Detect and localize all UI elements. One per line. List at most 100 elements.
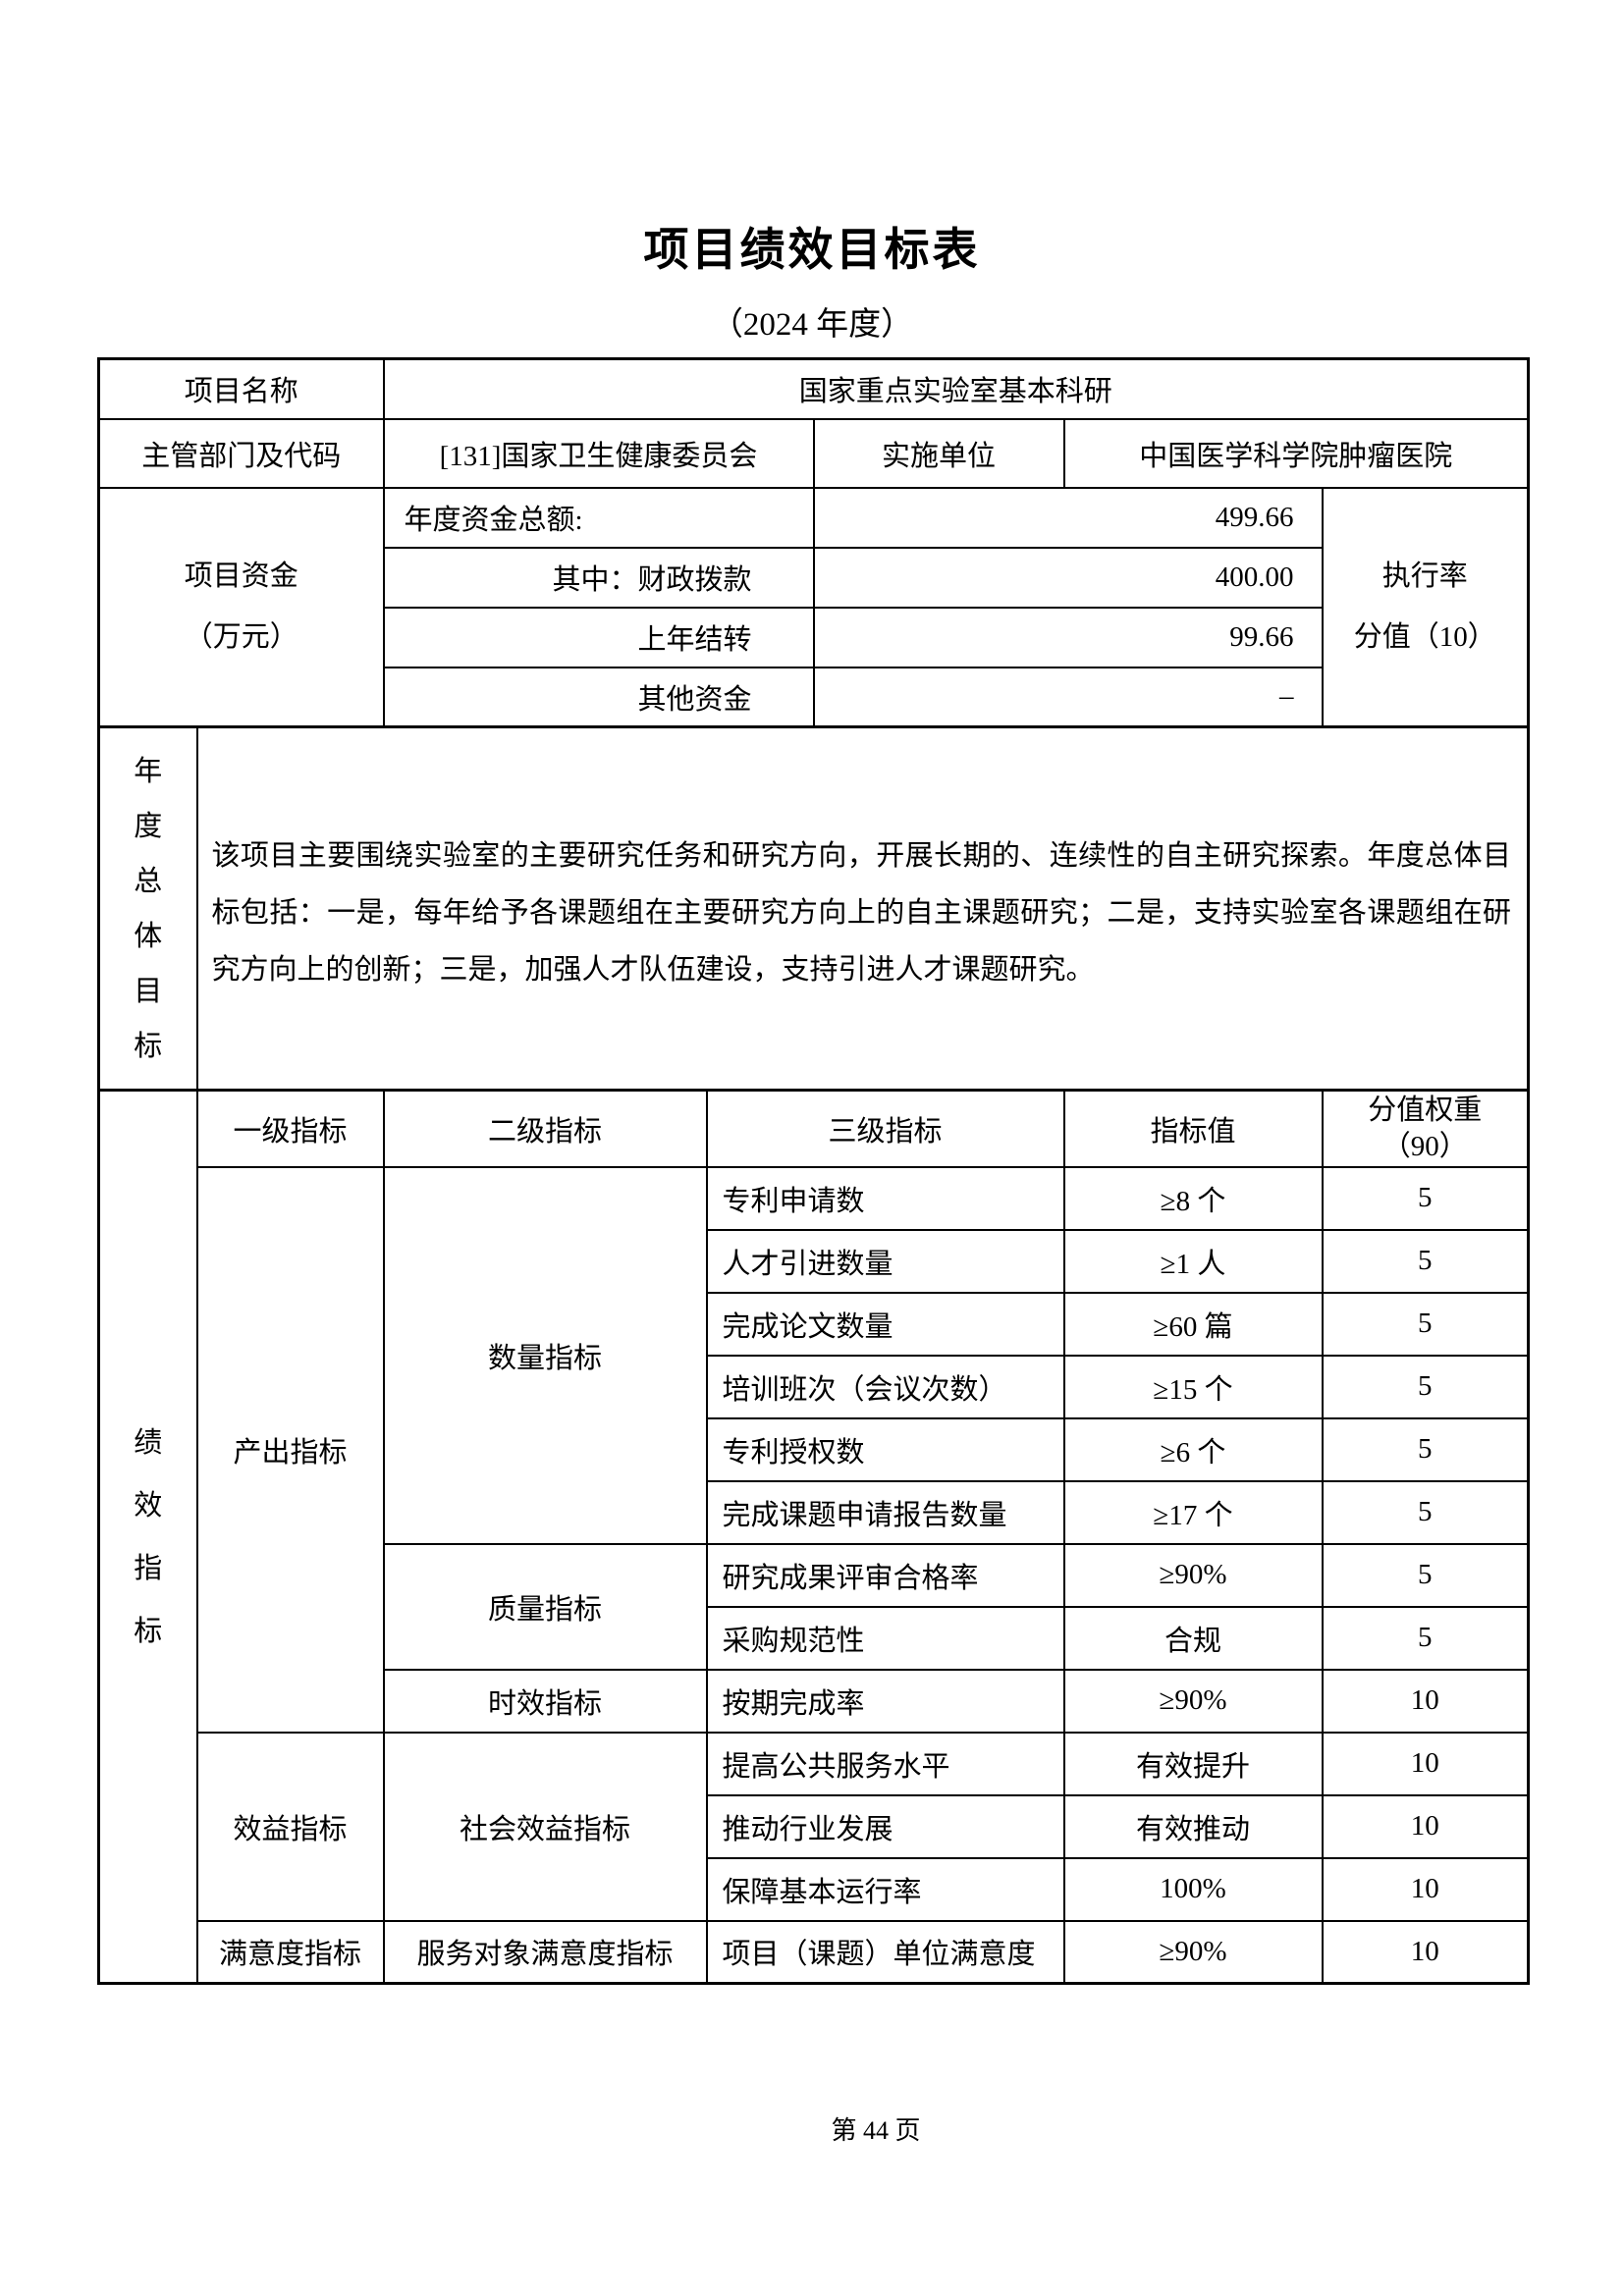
- page-title: 项目绩效目标表: [643, 224, 981, 275]
- value-cell: ≥15 个: [1062, 1354, 1324, 1419]
- indicator-row: 时效指标 按期完成率 ≥90% 10: [99, 1668, 1530, 1734]
- l3-cell: 研究成果评审合格率: [705, 1542, 1065, 1608]
- l3-cell: 培训班次（会议次数）: [705, 1354, 1065, 1419]
- fund-row: 其中：财政拨款 400.00: [99, 546, 1529, 609]
- score-cell: 5: [1321, 1228, 1530, 1294]
- perf-indicators-label: 绩 效 指 标: [97, 1089, 198, 1985]
- l2-cell-social: 社会效益指标: [382, 1731, 708, 1922]
- fund-other-label: 其他资金: [382, 666, 815, 728]
- l2-cell-service-satisfaction: 服务对象满意度指标: [382, 1919, 708, 1985]
- annual-target-row: 年 度 总 体 目 标 该项目主要围绕实验室的主要研究任务和研究方向，开展长期的…: [97, 725, 1530, 1092]
- l3-cell: 完成论文数量: [705, 1291, 1065, 1357]
- l3-cell: 提高公共服务水平: [705, 1731, 1065, 1796]
- value-cell: ≥90%: [1062, 1919, 1324, 1985]
- fund-row: 上年结转 99.66: [99, 606, 1529, 668]
- department-row: 主管部门及代码 [131]国家卫生健康委员会 实施单位 中国医学科学院肿瘤医院: [97, 417, 1530, 489]
- indicator-row: 完成课题申请报告数量 ≥17 个 5: [99, 1479, 1530, 1545]
- execution-rate-line2: 分值（10）: [1353, 621, 1496, 654]
- value-cell: ≥17 个: [1062, 1479, 1324, 1545]
- fund-fiscal-value: 400.00: [812, 546, 1324, 609]
- value-cell: ≥1 人: [1062, 1228, 1324, 1294]
- annual-target-label: 年 度 总 体 目 标: [97, 725, 198, 1092]
- header-level3: 三级指标: [705, 1089, 1065, 1168]
- indicator-row: 人才引进数量 ≥1 人 5: [99, 1228, 1530, 1294]
- value-cell: 合规: [1062, 1605, 1324, 1671]
- score-cell: 5: [1321, 1416, 1530, 1482]
- fund-row: 项目资金 （万元） 年度资金总额: 499.66 执行率 分值（10）: [97, 486, 1530, 728]
- l2-cell-timeliness: 时效指标: [382, 1668, 708, 1734]
- fund-total-label: 年度资金总额:: [382, 486, 815, 549]
- indicator-row: 产出指标 数量指标 专利申请数 ≥8 个 5: [99, 1165, 1530, 1734]
- header-level1: 一级指标: [195, 1089, 385, 1168]
- score-cell: 10: [1321, 1919, 1530, 1985]
- l3-cell: 按期完成率: [705, 1668, 1065, 1734]
- fund-total-value: 499.66: [812, 486, 1324, 549]
- l3-cell: 项目（课题）单位满意度: [705, 1919, 1065, 1985]
- l1-cell-benefit: 效益指标: [195, 1731, 385, 1922]
- value-cell: 有效提升: [1062, 1731, 1324, 1796]
- indicator-row: 保障基本运行率 100% 10: [99, 1856, 1530, 1922]
- indicator-row: 采购规范性 合规 5: [99, 1605, 1530, 1671]
- score-cell: 10: [1321, 1856, 1530, 1922]
- l2-cell-quantity: 数量指标: [382, 1165, 708, 1545]
- score-cell: 10: [1321, 1793, 1530, 1859]
- impl-unit-label: 实施单位: [812, 417, 1065, 489]
- score-cell: 10: [1321, 1731, 1530, 1796]
- l3-cell: 人才引进数量: [705, 1228, 1065, 1294]
- value-cell: 100%: [1062, 1856, 1324, 1922]
- score-cell: 5: [1321, 1354, 1530, 1419]
- l3-cell: 完成课题申请报告数量: [705, 1479, 1065, 1545]
- dept-code-label: 主管部门及代码: [97, 417, 385, 489]
- project-funds-label-line1: 项目资金: [184, 561, 298, 593]
- score-cell: 5: [1321, 1291, 1530, 1357]
- fund-other-value: –: [812, 666, 1324, 728]
- indicator-row: 专利授权数 ≥6 个 5: [99, 1416, 1530, 1482]
- score-cell: 5: [1321, 1542, 1530, 1608]
- score-cell: 5: [1321, 1605, 1530, 1671]
- fund-fiscal-label: 其中：财政拨款: [382, 546, 815, 609]
- l3-cell: 推动行业发展: [705, 1793, 1065, 1859]
- execution-rate-line1: 执行率: [1381, 561, 1468, 593]
- value-cell: ≥90%: [1062, 1542, 1324, 1608]
- value-cell: ≥60 篇: [1062, 1291, 1324, 1357]
- fund-carryover-label: 上年结转: [382, 606, 815, 668]
- project-name-row: 项目名称 国家重点实验室基本科研: [97, 357, 1530, 420]
- l2-cell-quality: 质量指标: [382, 1542, 708, 1671]
- l1-cell-satisfaction: 满意度指标: [195, 1919, 385, 1985]
- header-indicator-value: 指标值: [1062, 1089, 1324, 1168]
- page-footer: 第 44 页: [831, 2116, 921, 2145]
- score-cell: 5: [1321, 1479, 1530, 1545]
- execution-rate-label: 执行率 分值（10）: [1321, 486, 1530, 728]
- value-cell: ≥8 个: [1062, 1165, 1324, 1231]
- fund-row: 其他资金 –: [99, 666, 1529, 728]
- fund-carryover-value: 99.66: [812, 606, 1324, 668]
- project-name-value: 国家重点实验室基本科研: [382, 357, 1530, 420]
- project-funds-label-line2: （万元）: [184, 621, 298, 654]
- indicator-row: 效益指标 社会效益指标 提高公共服务水平 有效提升 10: [99, 1731, 1530, 1922]
- indicator-row: 完成论文数量 ≥60 篇 5: [99, 1291, 1530, 1357]
- performance-target-table: 项目名称 国家重点实验室基本科研 主管部门及代码 [131]国家卫生健康委员会 …: [97, 357, 1531, 1985]
- page-subtitle: （2024 年度）: [710, 307, 914, 343]
- l3-cell: 专利申请数: [705, 1165, 1065, 1231]
- perf-header-row: 绩 效 指 标 一级指标 二级指标 三级指标 指标值 分值权重 （90）: [97, 1089, 1530, 1985]
- l3-cell: 采购规范性: [705, 1605, 1065, 1671]
- value-cell: 有效推动: [1062, 1793, 1324, 1859]
- annual-target-text: 该项目主要围绕实验室的主要研究任务和研究方向，开展长期的、连续性的自主研究探索。…: [195, 725, 1530, 1092]
- score-cell: 10: [1321, 1668, 1530, 1734]
- l1-cell-output: 产出指标: [195, 1165, 385, 1734]
- l3-cell: 保障基本运行率: [705, 1856, 1065, 1922]
- value-cell: ≥90%: [1062, 1668, 1324, 1734]
- indicator-row: 培训班次（会议次数） ≥15 个 5: [99, 1354, 1530, 1419]
- score-cell: 5: [1321, 1165, 1530, 1231]
- indicator-row: 满意度指标 服务对象满意度指标 项目（课题）单位满意度 ≥90% 10: [99, 1919, 1530, 1985]
- project-funds-label: 项目资金 （万元）: [97, 486, 385, 728]
- indicator-row: 质量指标 研究成果评审合格率 ≥90% 5: [99, 1542, 1530, 1671]
- project-name-label: 项目名称: [97, 357, 385, 420]
- header-level2: 二级指标: [382, 1089, 708, 1168]
- value-cell: ≥6 个: [1062, 1416, 1324, 1482]
- impl-unit-value: 中国医学科学院肿瘤医院: [1062, 417, 1530, 489]
- l3-cell: 专利授权数: [705, 1416, 1065, 1482]
- indicator-row: 推动行业发展 有效推动 10: [99, 1793, 1530, 1859]
- dept-code-value: [131]国家卫生健康委员会: [382, 417, 815, 489]
